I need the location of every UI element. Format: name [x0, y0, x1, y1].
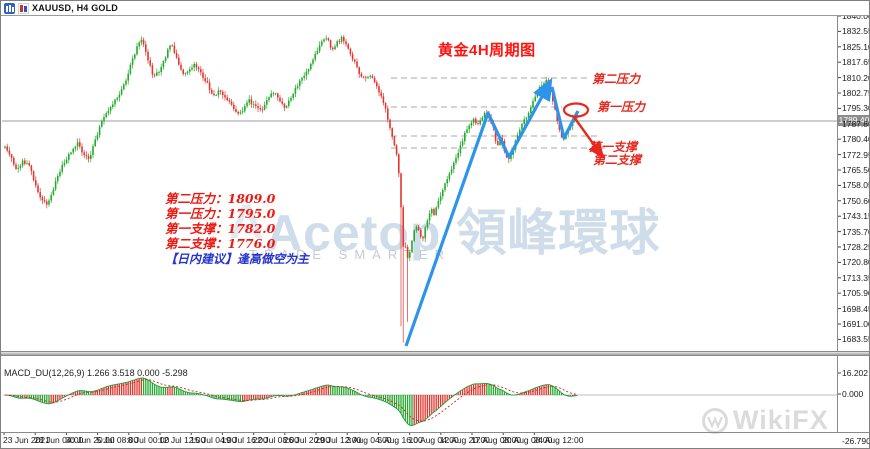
analyst-annotations: [404, 77, 605, 347]
chart-titlebar[interactable]: XAUUSD, H4 GOLD: [1, 1, 869, 16]
symbol-timeframe-label: XAUUSD, H4 GOLD: [32, 3, 119, 13]
time-axis-divider: [1, 432, 869, 433]
acetop-watermark: Acetop 領峰環球: [266, 193, 660, 265]
wikifx-text: WikiFX: [733, 405, 829, 435]
acetop-watermark-text: Acetop 領峰環球: [266, 205, 661, 261]
macd-indicator: [3, 377, 837, 426]
chart-mode-icon: [4, 2, 15, 14]
price-axis-divider: [837, 16, 838, 432]
candlestick-icon: [18, 2, 29, 14]
axis-ticks: [3, 15, 841, 435]
candlesticks: [4, 35, 578, 343]
trade-smarter-watermark: TRADE SMARTER: [249, 247, 451, 262]
acetop-logo-ghost: A: [229, 196, 264, 249]
wikifx-globe-icon: [702, 407, 728, 434]
support-resistance-lines: [2, 77, 837, 149]
pane-splitter[interactable]: [1, 351, 869, 356]
